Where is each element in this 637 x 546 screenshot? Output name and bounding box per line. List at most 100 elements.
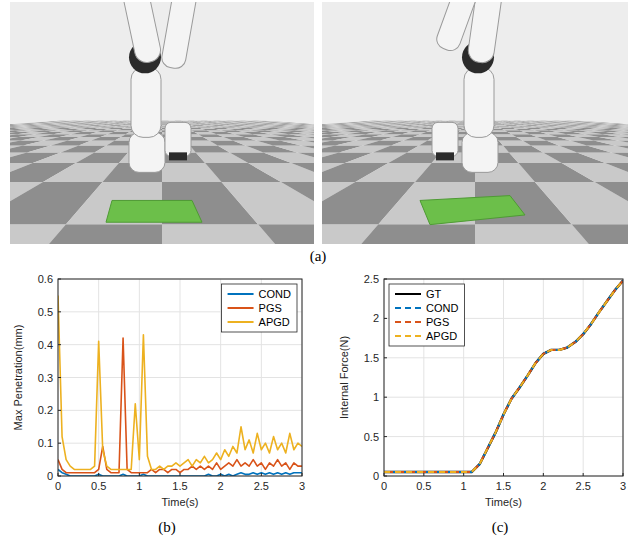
floor-tile (195, 121, 203, 122)
legend-swatch (228, 321, 254, 323)
robot-gripper (436, 152, 454, 160)
floor-tile (109, 120, 118, 121)
floor-tile (168, 120, 175, 121)
floor-tile (307, 134, 314, 137)
scene (10, 2, 314, 244)
floor-tile (611, 152, 628, 163)
floor-tile (447, 121, 455, 122)
floor-tile (526, 120, 535, 121)
floor-tile (522, 121, 531, 122)
legend-label: APGD (259, 316, 290, 328)
floor-tile (107, 121, 116, 122)
legend-box (222, 284, 297, 332)
floor-tile (96, 120, 105, 121)
floor-tile (169, 121, 176, 122)
floor-tile (121, 121, 129, 122)
tick-label: 3 (299, 480, 305, 492)
plot-frame (384, 279, 623, 476)
tick-label: 0.6 (38, 273, 53, 285)
tick-label: 0 (47, 470, 53, 482)
floor-tile (10, 224, 162, 244)
floor-tile (610, 129, 628, 130)
tick-label: 1.5 (496, 480, 511, 492)
tick-label: 2.5 (364, 273, 379, 285)
floor-tile (309, 130, 314, 132)
floor-tile (433, 121, 441, 122)
floor-tile (454, 121, 462, 122)
grid-line (58, 410, 302, 411)
legend-swatch (395, 335, 421, 337)
tick-label: 0 (381, 480, 387, 492)
plot-area (58, 279, 302, 476)
floor-tile (533, 120, 542, 121)
floor-tile (572, 224, 628, 244)
floor-tile (422, 120, 431, 121)
axis-title: Time(s) (162, 496, 199, 508)
tick-label: 2.5 (576, 480, 591, 492)
floor-tile (502, 121, 510, 122)
tick-label: 0.1 (38, 437, 53, 449)
floor-tile (258, 224, 314, 244)
floor-tile (300, 127, 314, 128)
grid-line (503, 279, 504, 476)
floor-tile (617, 141, 628, 146)
panel-label: (b) (158, 519, 176, 536)
legend-swatch (228, 293, 254, 295)
floor-tile (296, 129, 314, 130)
floor-tile (615, 145, 628, 152)
floor-tile (426, 121, 435, 122)
floor-tile (406, 121, 416, 122)
tick-label: 0.5 (38, 306, 53, 318)
legend-swatch (395, 321, 421, 323)
robot-part (434, 2, 487, 53)
axis-title: Time(s) (485, 496, 522, 508)
floor-tile (206, 120, 215, 121)
series-line (384, 281, 623, 472)
legend-label: PGS (426, 316, 449, 328)
series-line (384, 281, 623, 472)
scene (322, 2, 628, 244)
plot-frame (58, 279, 302, 476)
grid-line (384, 397, 623, 398)
robot-gripper (169, 152, 187, 160)
tick-label: 0 (373, 470, 379, 482)
floor-tile (448, 120, 455, 121)
tick-label: 1 (373, 391, 379, 403)
floor-tile (116, 120, 124, 121)
grid-line (58, 377, 302, 378)
floor-tile (408, 120, 417, 121)
floor-tile (208, 121, 217, 122)
floor-tile (311, 128, 314, 129)
grid-line (384, 357, 623, 358)
floor-tile (257, 120, 268, 121)
tick-label: 0.4 (38, 339, 53, 351)
floor-tile (494, 120, 501, 121)
floor-tile (291, 163, 314, 182)
tick-label: 0.5 (364, 431, 379, 443)
floor-tile (215, 121, 224, 122)
tick-label: 1 (136, 480, 142, 492)
floor-tile (261, 121, 272, 122)
robot-part (118, 2, 163, 65)
floor-tile (419, 121, 428, 122)
tick-label: 1 (461, 480, 467, 492)
legend-label: APGD (426, 330, 457, 342)
robot-part (464, 67, 494, 137)
chart: 00.511.522.5300.10.20.30.40.50.6Time(s)M… (12, 273, 305, 508)
floor-tile (86, 121, 96, 122)
legend-box (389, 284, 464, 346)
floor-tile (89, 120, 98, 121)
floor-tile (194, 120, 202, 121)
floor-tile (495, 121, 503, 122)
floor-tile (442, 120, 450, 121)
floor-tile (455, 120, 462, 121)
floor-tile (623, 130, 628, 132)
floor-tile (102, 120, 111, 121)
floor-tile (187, 120, 195, 121)
floor-tile (175, 121, 183, 122)
tick-label: 0 (55, 480, 61, 492)
floor-tile (605, 163, 628, 182)
legend-swatch (395, 307, 421, 309)
floor-tile (507, 120, 515, 121)
floor-tile (301, 145, 314, 152)
